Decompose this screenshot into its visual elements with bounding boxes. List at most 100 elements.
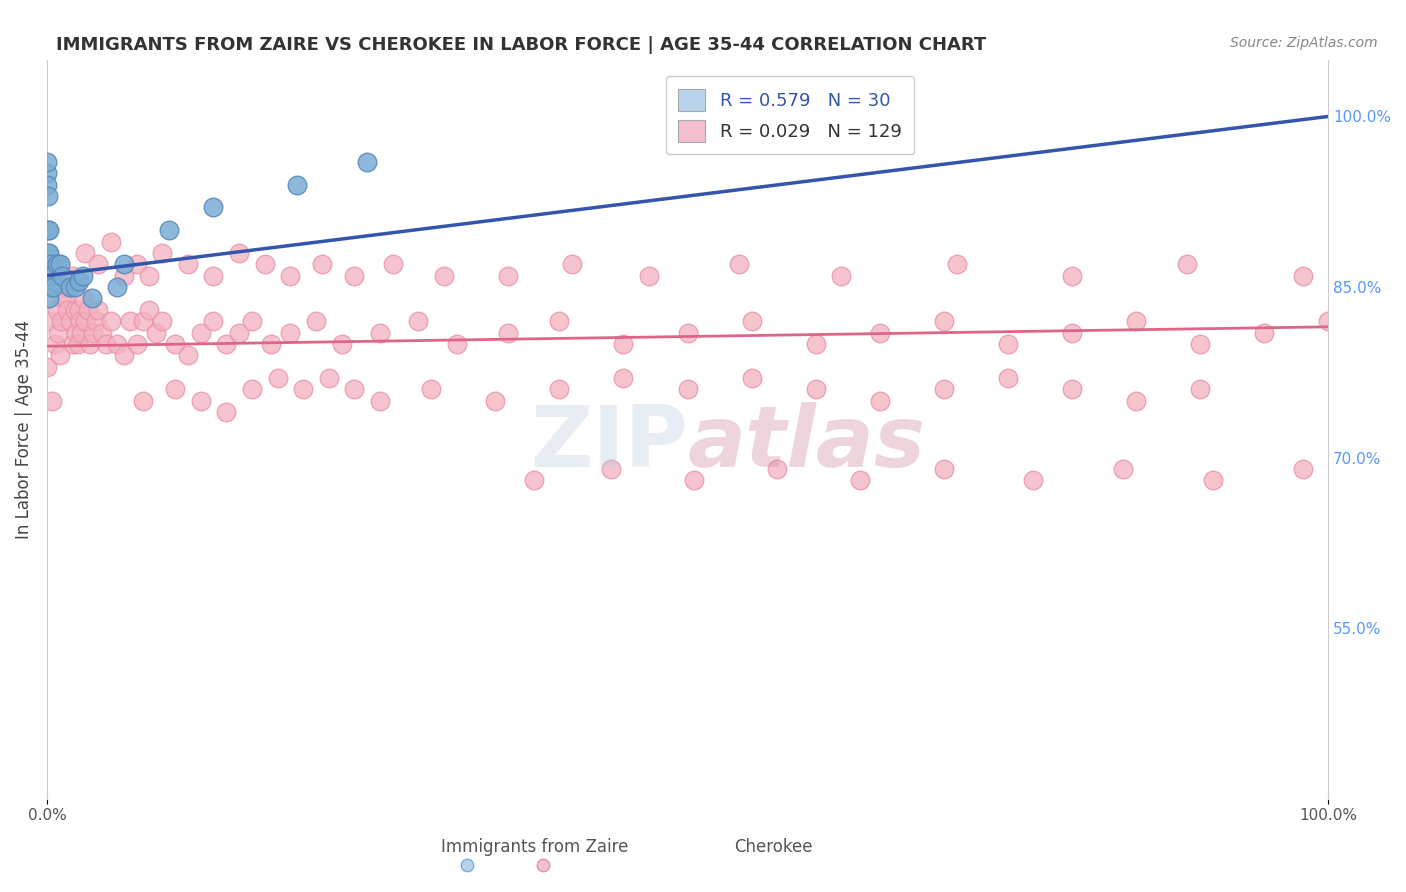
Point — [997, 337, 1019, 351]
Point — [35, 155, 58, 169]
Point — [766, 462, 789, 476]
Point — [260, 337, 283, 351]
Point — [38, 268, 60, 283]
Point — [638, 268, 661, 283]
Point — [496, 268, 519, 283]
Point — [318, 371, 340, 385]
Point — [1291, 462, 1313, 476]
Point — [48, 257, 70, 271]
Point — [67, 302, 90, 317]
Point — [138, 268, 160, 283]
Point — [59, 280, 82, 294]
Point — [804, 383, 827, 397]
Point — [67, 274, 90, 288]
Point — [38, 246, 60, 260]
Point — [1175, 257, 1198, 271]
Point — [202, 201, 225, 215]
Point — [45, 268, 67, 283]
Point — [132, 393, 155, 408]
Point — [84, 314, 107, 328]
Point — [48, 348, 70, 362]
Point — [420, 383, 443, 397]
Point — [311, 257, 333, 271]
Point — [49, 314, 72, 328]
Point — [561, 257, 583, 271]
Point — [62, 268, 84, 283]
Point — [997, 371, 1019, 385]
Text: Cherokee: Cherokee — [734, 838, 813, 855]
Point — [285, 178, 308, 192]
Point — [38, 223, 60, 237]
Point — [531, 858, 554, 872]
Point — [69, 314, 91, 328]
Point — [330, 337, 353, 351]
Point — [1317, 314, 1340, 328]
Point — [177, 257, 200, 271]
Point — [94, 337, 117, 351]
Point — [100, 314, 122, 328]
Point — [100, 235, 122, 249]
Point — [523, 474, 546, 488]
Text: IMMIGRANTS FROM ZAIRE VS CHEROKEE IN LABOR FORCE | AGE 35-44 CORRELATION CHART: IMMIGRANTS FROM ZAIRE VS CHEROKEE IN LAB… — [56, 36, 987, 54]
Text: atlas: atlas — [688, 402, 925, 485]
Point — [1022, 474, 1045, 488]
Point — [65, 326, 87, 340]
Point — [215, 405, 238, 419]
Point — [228, 246, 250, 260]
Point — [163, 337, 186, 351]
Point — [56, 302, 79, 317]
Point — [35, 178, 58, 192]
Text: ZIP: ZIP — [530, 402, 688, 485]
Point — [70, 326, 93, 340]
Point — [683, 474, 706, 488]
Point — [138, 302, 160, 317]
Point — [849, 474, 872, 488]
Text: Source: ZipAtlas.com: Source: ZipAtlas.com — [1230, 36, 1378, 50]
Point — [75, 314, 97, 328]
Point — [82, 326, 104, 340]
Point — [48, 326, 70, 340]
Y-axis label: In Labor Force | Age 35-44: In Labor Force | Age 35-44 — [15, 319, 32, 539]
Point — [676, 326, 699, 340]
Point — [741, 314, 763, 328]
Point — [44, 337, 66, 351]
Point — [41, 268, 63, 283]
Point — [484, 393, 506, 408]
Point — [599, 462, 621, 476]
Point — [62, 337, 84, 351]
Point — [125, 257, 148, 271]
Point — [48, 257, 70, 271]
Text: Immigrants from Zaire: Immigrants from Zaire — [440, 838, 628, 855]
Point — [215, 337, 238, 351]
Point — [240, 383, 263, 397]
Point — [932, 383, 955, 397]
Point — [612, 337, 634, 351]
Point — [343, 268, 366, 283]
Point — [112, 268, 135, 283]
Point — [163, 383, 186, 397]
Point — [278, 268, 301, 283]
Point — [456, 858, 478, 872]
Point — [66, 337, 89, 351]
Point — [945, 257, 967, 271]
Point — [72, 268, 94, 283]
Point — [112, 257, 135, 271]
Point — [446, 337, 468, 351]
Point — [35, 166, 58, 180]
Point — [1188, 337, 1211, 351]
Legend: R = 0.579   N = 30, R = 0.029   N = 129: R = 0.579 N = 30, R = 0.029 N = 129 — [665, 76, 914, 154]
Point — [72, 292, 94, 306]
Point — [356, 155, 378, 169]
Point — [1112, 462, 1135, 476]
Point — [46, 302, 69, 317]
Point — [368, 393, 391, 408]
Point — [42, 280, 65, 294]
Point — [63, 302, 86, 317]
Point — [37, 246, 59, 260]
Point — [59, 314, 82, 328]
Point — [932, 462, 955, 476]
Point — [727, 257, 749, 271]
Point — [190, 393, 212, 408]
Point — [1060, 268, 1083, 283]
Point — [75, 246, 97, 260]
